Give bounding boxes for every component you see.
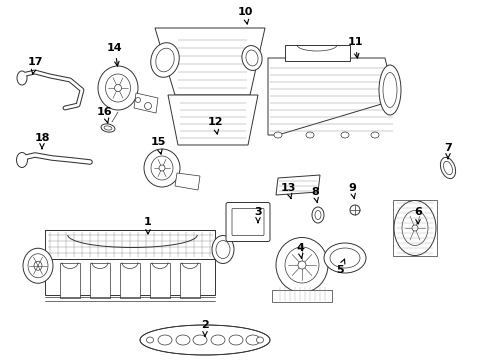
Text: 8: 8 (310, 187, 318, 203)
Text: 7: 7 (443, 143, 451, 159)
Ellipse shape (314, 211, 320, 220)
Ellipse shape (245, 335, 260, 345)
Ellipse shape (17, 71, 27, 85)
Ellipse shape (144, 103, 151, 109)
Text: 15: 15 (150, 137, 165, 154)
Ellipse shape (143, 149, 180, 187)
Ellipse shape (382, 72, 396, 108)
Polygon shape (267, 58, 394, 135)
Ellipse shape (329, 248, 359, 268)
Ellipse shape (378, 65, 400, 115)
FancyBboxPatch shape (225, 202, 269, 242)
Bar (180, 262, 200, 297)
Text: 4: 4 (295, 243, 304, 258)
Ellipse shape (349, 205, 359, 215)
Ellipse shape (105, 74, 130, 102)
Polygon shape (140, 325, 269, 355)
Ellipse shape (159, 165, 164, 171)
Text: 2: 2 (201, 320, 208, 336)
Text: 17: 17 (27, 57, 42, 74)
Ellipse shape (158, 335, 172, 345)
Ellipse shape (370, 132, 378, 138)
Ellipse shape (151, 156, 173, 180)
Text: 13: 13 (280, 183, 295, 199)
Ellipse shape (340, 132, 348, 138)
Polygon shape (275, 175, 319, 195)
Ellipse shape (275, 238, 327, 292)
Polygon shape (175, 173, 200, 190)
Text: 5: 5 (336, 259, 344, 275)
Polygon shape (45, 230, 215, 259)
Ellipse shape (216, 240, 229, 258)
Ellipse shape (228, 335, 243, 345)
Ellipse shape (324, 243, 365, 273)
Ellipse shape (17, 153, 27, 167)
Ellipse shape (393, 201, 435, 256)
Ellipse shape (193, 335, 206, 345)
Ellipse shape (114, 85, 121, 91)
Text: 6: 6 (413, 207, 421, 224)
Ellipse shape (98, 66, 138, 110)
Ellipse shape (34, 261, 42, 270)
Text: 11: 11 (346, 37, 362, 58)
Ellipse shape (440, 157, 455, 179)
Ellipse shape (135, 98, 140, 103)
Bar (60, 262, 80, 297)
Ellipse shape (212, 235, 234, 264)
Text: 10: 10 (237, 7, 252, 24)
FancyBboxPatch shape (231, 208, 264, 235)
Polygon shape (155, 28, 264, 95)
Ellipse shape (297, 261, 305, 269)
Ellipse shape (245, 50, 258, 66)
Ellipse shape (104, 126, 112, 130)
Ellipse shape (305, 132, 313, 138)
Ellipse shape (28, 254, 48, 278)
Ellipse shape (311, 207, 324, 223)
Ellipse shape (401, 211, 427, 246)
Ellipse shape (150, 43, 179, 77)
Bar (150, 262, 170, 297)
Polygon shape (134, 93, 158, 113)
Ellipse shape (176, 335, 190, 345)
Polygon shape (45, 259, 215, 295)
Text: 14: 14 (107, 43, 122, 66)
Ellipse shape (23, 248, 53, 283)
Bar (285, 45, 349, 61)
Ellipse shape (101, 124, 115, 132)
Ellipse shape (242, 46, 262, 71)
Ellipse shape (411, 225, 417, 231)
Text: 9: 9 (347, 183, 355, 199)
Ellipse shape (210, 335, 224, 345)
Ellipse shape (256, 337, 263, 343)
Text: 12: 12 (207, 117, 223, 134)
Text: 16: 16 (97, 107, 113, 123)
Bar (392, 200, 436, 256)
Bar (90, 262, 110, 297)
Ellipse shape (273, 132, 282, 138)
Text: 3: 3 (254, 207, 261, 222)
Ellipse shape (285, 247, 318, 283)
Text: 1: 1 (144, 217, 152, 234)
Bar (271, 290, 331, 302)
Polygon shape (168, 95, 258, 145)
Text: 18: 18 (34, 133, 50, 149)
Ellipse shape (156, 48, 174, 72)
Ellipse shape (443, 161, 451, 175)
Ellipse shape (146, 337, 153, 343)
Bar (120, 262, 140, 297)
